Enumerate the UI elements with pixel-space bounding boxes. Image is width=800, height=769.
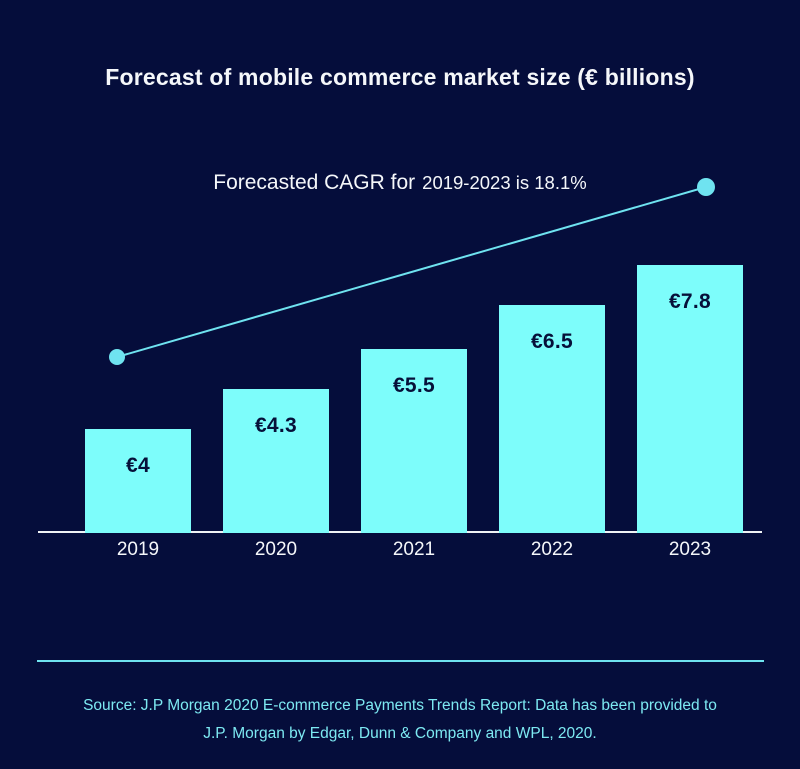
bar-2022: €6.5: [499, 305, 605, 533]
bar-value-label-2020: €4.3: [254, 414, 298, 437]
trend-line-segment: [116, 186, 707, 358]
bar-2020: €4.3: [223, 389, 329, 533]
source-note-line-1: Source: J.P Morgan 2020 E-commerce Payme…: [83, 697, 717, 714]
bar-value-label-2022: €6.5: [530, 330, 574, 353]
bar-2021: €5.5: [361, 349, 467, 533]
cagr-annotation-prefix: Forecasted CAGR for: [213, 171, 416, 194]
source-note: Source: J.P Morgan 2020 E-commerce Payme…: [0, 692, 800, 748]
bar-value-label-2021: €5.5: [392, 374, 436, 397]
x-tick-2021: 2021: [392, 539, 436, 560]
bar-2019: €4: [85, 429, 191, 533]
x-tick-2022: 2022: [530, 539, 574, 560]
bar-value-label-2019: €4: [126, 454, 150, 477]
cagr-annotation: Forecasted CAGR for 2019-2023 is 18.1%: [0, 171, 800, 195]
x-tick-2020: 2020: [254, 539, 298, 560]
bar-2023: €7.8: [637, 265, 743, 533]
source-note-line-2: J.P. Morgan by Edgar, Dunn & Company and…: [203, 725, 597, 742]
x-tick-2019: 2019: [116, 539, 160, 560]
bar-value-label-2023: €7.8: [668, 290, 712, 313]
trend-start-dot: [109, 349, 125, 365]
x-tick-2023: 2023: [668, 539, 712, 560]
footer-divider-line: [37, 660, 764, 662]
cagr-annotation-detail: 2019-2023 is 18.1%: [422, 172, 587, 193]
chart-title: Forecast of mobile commerce market size …: [105, 64, 695, 90]
